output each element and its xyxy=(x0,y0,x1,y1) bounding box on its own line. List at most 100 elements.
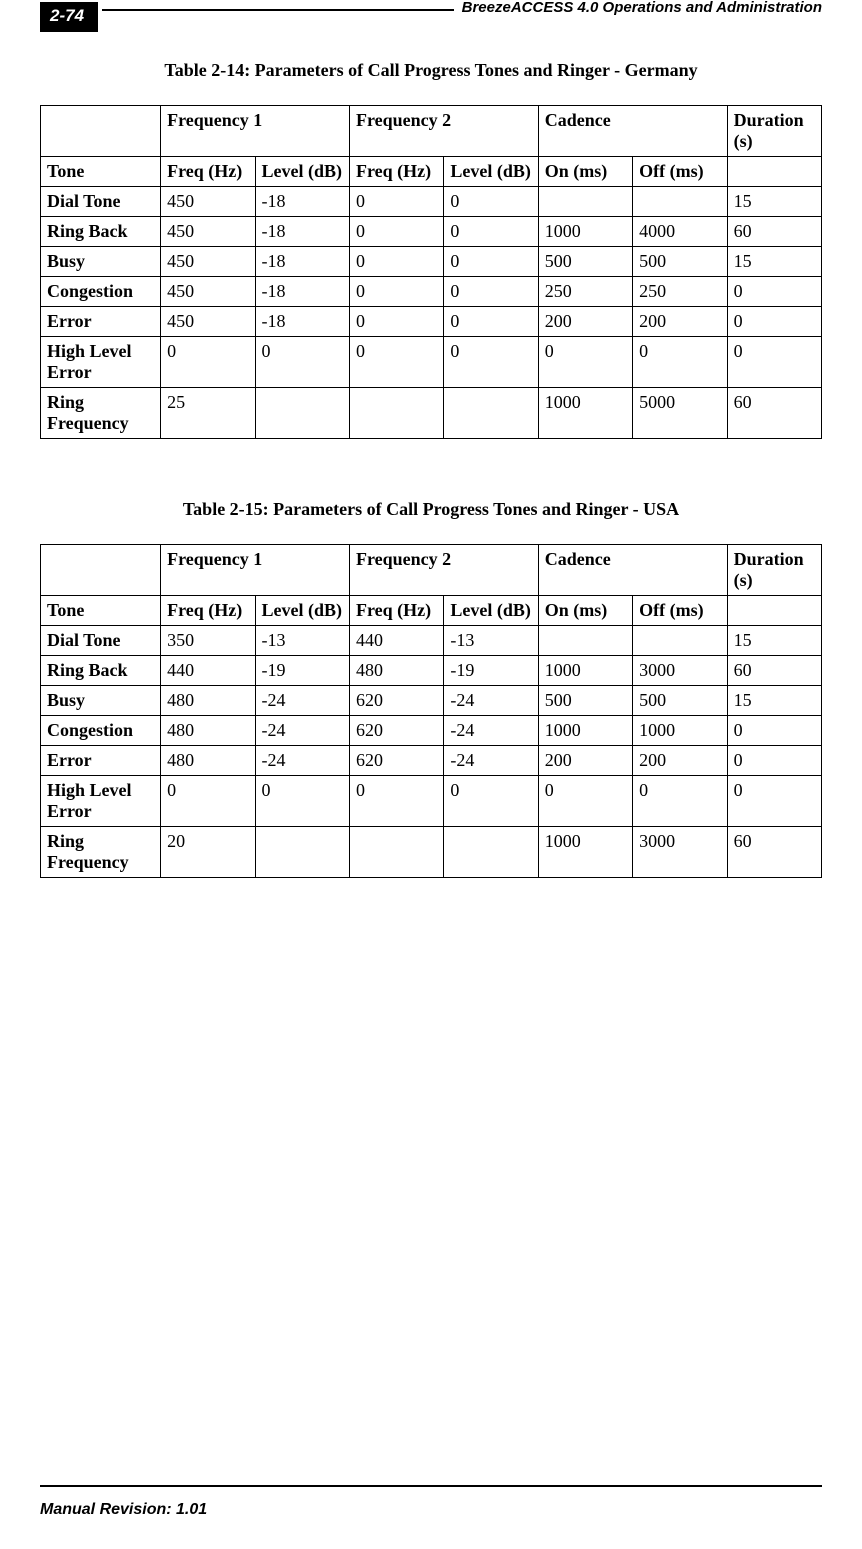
table-row: Ring Frequency251000500060 xyxy=(41,388,822,439)
cell: 60 xyxy=(727,827,821,878)
cell xyxy=(633,187,727,217)
cell: 0 xyxy=(255,776,349,827)
cell: 0 xyxy=(444,247,538,277)
cell: 0 xyxy=(349,247,443,277)
cell: 0 xyxy=(727,776,821,827)
cell: 60 xyxy=(727,217,821,247)
cell: 500 xyxy=(538,247,632,277)
table-row: Congestion480-24620-24100010000 xyxy=(41,716,822,746)
sub-header: Tone xyxy=(41,596,161,626)
cell: 0 xyxy=(444,187,538,217)
table-row: Frequency 1 Frequency 2 Cadence Duration… xyxy=(41,545,822,596)
cell: -18 xyxy=(255,277,349,307)
document-title: BreezeACCESS 4.0 Operations and Administ… xyxy=(462,0,822,16)
cell: 620 xyxy=(349,716,443,746)
table-row: Dial Tone450-180015 xyxy=(41,187,822,217)
sub-header: Freq (Hz) xyxy=(161,157,255,187)
row-label: Dial Tone xyxy=(41,626,161,656)
page-footer: Manual Revision: 1.01 xyxy=(40,1485,822,1519)
cell: -19 xyxy=(255,656,349,686)
cell: 1000 xyxy=(633,716,727,746)
table-usa: Frequency 1 Frequency 2 Cadence Duration… xyxy=(40,544,822,878)
cell xyxy=(349,388,443,439)
group-header: Frequency 2 xyxy=(349,106,538,157)
cell: -18 xyxy=(255,247,349,277)
group-header: Duration (s) xyxy=(727,106,821,157)
cell: -18 xyxy=(255,187,349,217)
cell xyxy=(255,388,349,439)
row-label: Ring Frequency xyxy=(41,827,161,878)
cell xyxy=(349,827,443,878)
cell: 0 xyxy=(161,337,255,388)
cell: -24 xyxy=(444,686,538,716)
cell: 0 xyxy=(538,776,632,827)
page-number: 2-74 xyxy=(50,6,84,25)
cell: 3000 xyxy=(633,827,727,878)
cell: 1000 xyxy=(538,388,632,439)
sub-header: Off (ms) xyxy=(633,596,727,626)
page-header: 2-74 BreezeACCESS 4.0 Operations and Adm… xyxy=(40,2,822,32)
cell: 500 xyxy=(633,686,727,716)
row-label: Ring Frequency xyxy=(41,388,161,439)
table-row: Error480-24620-242002000 xyxy=(41,746,822,776)
cell: 1000 xyxy=(538,827,632,878)
table-row: High Level Error0000000 xyxy=(41,337,822,388)
table-row: Ring Back440-19480-191000300060 xyxy=(41,656,822,686)
cell: 1000 xyxy=(538,217,632,247)
cell: 480 xyxy=(161,746,255,776)
cell: -24 xyxy=(255,716,349,746)
group-header: Duration (s) xyxy=(727,545,821,596)
footer-revision: Manual Revision: 1.01 xyxy=(40,1501,822,1519)
footer-rule xyxy=(40,1485,822,1487)
cell: 200 xyxy=(538,746,632,776)
cell: 15 xyxy=(727,187,821,217)
cell: 0 xyxy=(538,337,632,388)
cell: 450 xyxy=(161,307,255,337)
cell: 15 xyxy=(727,626,821,656)
cell: 0 xyxy=(727,337,821,388)
cell: 0 xyxy=(444,277,538,307)
group-header xyxy=(41,106,161,157)
cell: -13 xyxy=(255,626,349,656)
cell: -24 xyxy=(255,746,349,776)
cell: 450 xyxy=(161,217,255,247)
table-row: Ring Back450-18001000400060 xyxy=(41,217,822,247)
cell: 20 xyxy=(161,827,255,878)
table-germany: Frequency 1 Frequency 2 Cadence Duration… xyxy=(40,105,822,439)
cell xyxy=(633,626,727,656)
table-row: Tone Freq (Hz) Level (dB) Freq (Hz) Leve… xyxy=(41,157,822,187)
cell: 15 xyxy=(727,247,821,277)
sub-header: Level (dB) xyxy=(444,157,538,187)
cell: 450 xyxy=(161,247,255,277)
cell: 440 xyxy=(161,656,255,686)
cell: 0 xyxy=(444,217,538,247)
cell: 25 xyxy=(161,388,255,439)
cell: 0 xyxy=(727,277,821,307)
group-header: Frequency 1 xyxy=(161,545,350,596)
cell: 480 xyxy=(161,716,255,746)
cell xyxy=(538,626,632,656)
cell: 200 xyxy=(633,307,727,337)
cell xyxy=(255,827,349,878)
table-row: Error450-18002002000 xyxy=(41,307,822,337)
row-label: Dial Tone xyxy=(41,187,161,217)
cell: 480 xyxy=(349,656,443,686)
row-label: Congestion xyxy=(41,277,161,307)
cell: 60 xyxy=(727,656,821,686)
table-row: Ring Frequency20 1000300060 xyxy=(41,827,822,878)
cell: 500 xyxy=(538,686,632,716)
sub-header: On (ms) xyxy=(538,157,632,187)
sub-header: Level (dB) xyxy=(255,596,349,626)
table-caption-2: Table 2-15: Parameters of Call Progress … xyxy=(40,499,822,520)
cell: 0 xyxy=(444,307,538,337)
cell: 500 xyxy=(633,247,727,277)
row-label: Congestion xyxy=(41,716,161,746)
table-row: Busy450-180050050015 xyxy=(41,247,822,277)
cell: 450 xyxy=(161,187,255,217)
group-header: Cadence xyxy=(538,106,727,157)
group-header: Frequency 1 xyxy=(161,106,350,157)
cell: 0 xyxy=(161,776,255,827)
row-label: Ring Back xyxy=(41,656,161,686)
sub-header: Level (dB) xyxy=(255,157,349,187)
row-label: Ring Back xyxy=(41,217,161,247)
